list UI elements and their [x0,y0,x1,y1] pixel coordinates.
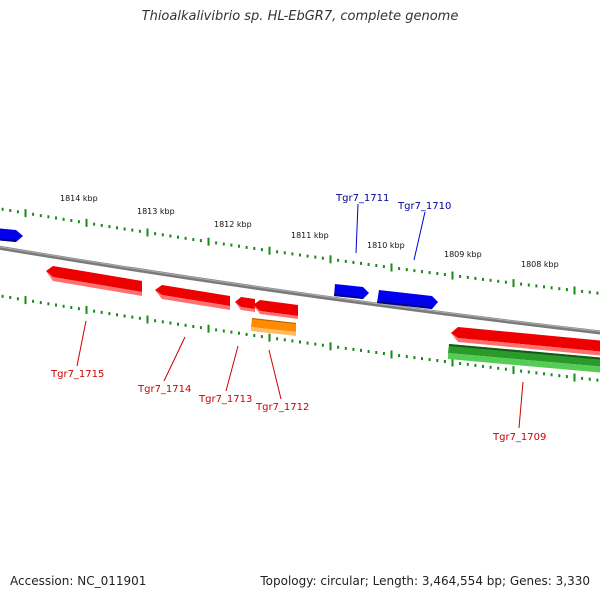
scale-label-1811: 1811 kbp [291,231,329,240]
accession-text: Accession: NC_011901 [10,574,147,588]
gene-arrow-tgr7-1710[interactable] [377,290,438,309]
connector-tgr7-1709 [518,381,524,429]
gene-label-tgr7-1711: Tgr7_1711 [335,193,389,204]
gene-arrow-tgr7-1712[interactable] [253,300,298,319]
scale-label-1810: 1810 kbp [367,241,405,250]
scale-label-1814: 1814 kbp [60,194,98,203]
scale-label-1809: 1809 kbp [444,250,482,259]
scale-label-1812: 1812 kbp [214,220,252,229]
genome-backbone [0,245,600,335]
gene-arrow-tgr7-1709[interactable] [451,327,600,356]
gene-arrow-orange[interactable] [251,318,296,336]
genome-backbone-highlight [0,246,600,332]
scale-label-1808: 1808 kbp [521,260,559,269]
gene-arrow-tgr7-1715[interactable] [46,266,142,296]
gene-label-tgr7-1712: Tgr7_1712 [255,402,309,413]
upper-tick-track [1,207,599,295]
connector-tgr7-1710 [413,211,426,261]
scale-label-1813: 1813 kbp [137,207,175,216]
gene-label-tgr7-1713: Tgr7_1713 [198,394,252,405]
gene-label-tgr7-1715: Tgr7_1715 [50,369,104,380]
gene-label-tgr7-1710: Tgr7_1710 [397,201,451,212]
gene-arrow-tgr7-1713[interactable] [235,297,255,312]
gene-arrow-left-edge[interactable] [0,228,23,242]
gene-label-tgr7-1714: Tgr7_1714 [137,384,191,395]
connector-tgr7-1714 [163,336,186,382]
connector-tgr7-1712 [268,349,282,400]
gene-arrow-green[interactable] [448,344,600,373]
gene-arrow-tgr7-1714[interactable] [155,285,230,310]
connector-tgr7-1711 [355,203,359,254]
genome-summary-text: Topology: circular; Length: 3,464,554 bp… [260,574,590,588]
lower-tick-track [1,294,599,382]
connector-tgr7-1713 [225,345,239,392]
gene-arrow-tgr7-1711[interactable] [334,284,369,299]
gene-label-tgr7-1709: Tgr7_1709 [492,432,546,443]
connector-tgr7-1715 [76,320,87,367]
page-title: Thioalkalivibrio sp. HL-EbGR7, complete … [141,9,459,24]
